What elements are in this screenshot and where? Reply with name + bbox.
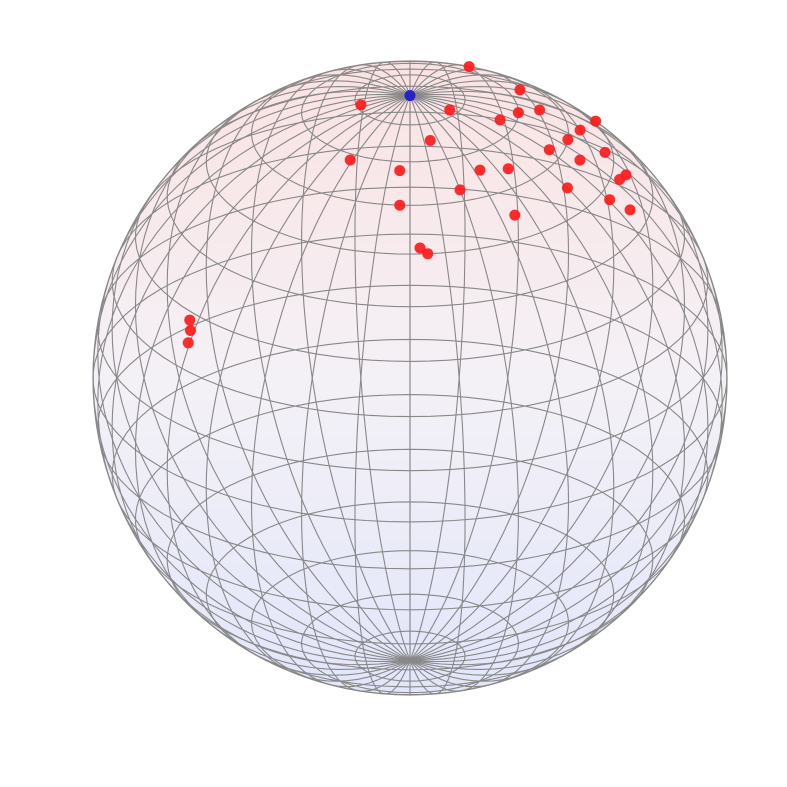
parallel	[166, 85, 654, 308]
marker	[454, 184, 466, 196]
marker	[534, 104, 546, 116]
parallel	[135, 111, 685, 362]
marker	[599, 146, 611, 158]
marker	[620, 169, 632, 181]
marker	[184, 314, 196, 326]
marker	[514, 84, 526, 96]
marker	[394, 199, 406, 211]
marker	[422, 248, 434, 260]
marker	[502, 163, 514, 175]
parallel	[354, 630, 466, 682]
parallel	[97, 186, 723, 472]
marker	[474, 164, 486, 176]
marker	[404, 90, 416, 102]
parallel	[205, 68, 615, 255]
parallel	[205, 501, 615, 688]
parallel	[251, 550, 569, 696]
marker	[182, 337, 194, 349]
marker	[604, 194, 616, 206]
marker	[561, 182, 573, 194]
marker	[562, 134, 574, 146]
marker	[574, 154, 586, 166]
marker	[344, 154, 356, 166]
parallel	[354, 74, 466, 126]
marker	[574, 124, 586, 136]
parallel	[301, 593, 519, 694]
marker	[590, 115, 602, 127]
marker	[414, 242, 426, 254]
marker	[512, 107, 524, 119]
marker	[494, 114, 506, 126]
marker	[444, 104, 456, 116]
parallel	[301, 62, 519, 163]
marker	[394, 165, 406, 177]
marker	[543, 144, 555, 156]
parallel	[97, 284, 723, 570]
marker	[624, 204, 636, 216]
marker	[463, 61, 475, 73]
parallel	[111, 338, 709, 611]
marker	[509, 209, 521, 221]
sphere-outline	[92, 60, 728, 696]
markers	[182, 61, 636, 349]
parallel	[135, 394, 685, 645]
marker	[424, 135, 436, 147]
parallel	[92, 233, 728, 523]
marker	[355, 99, 367, 111]
parallel	[111, 145, 709, 418]
marker	[184, 324, 196, 336]
